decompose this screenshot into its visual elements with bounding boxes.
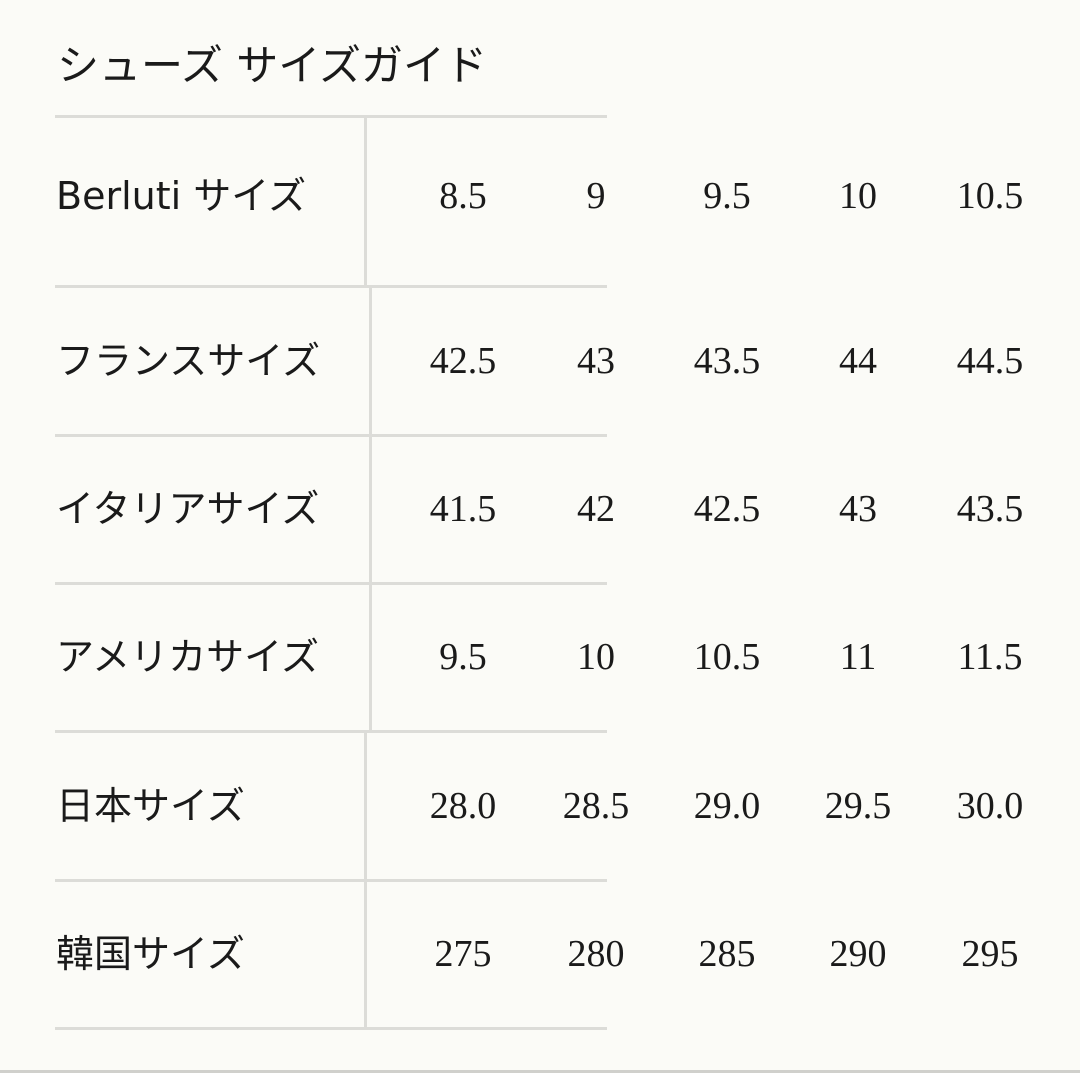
size-value: 43.5 xyxy=(693,339,761,382)
row-divider xyxy=(55,582,607,585)
size-value: 8.5 xyxy=(439,175,487,217)
size-value: 11 xyxy=(839,636,877,678)
row-divider xyxy=(55,285,607,288)
size-value: 28.5 xyxy=(562,784,630,827)
size-value: 10 xyxy=(839,175,877,217)
row-label: 日本サイズ xyxy=(56,783,245,828)
size-value: 43.5 xyxy=(956,488,1024,530)
row-divider xyxy=(55,730,607,733)
size-value: 44.5 xyxy=(956,339,1024,382)
row-label: フランスサイズ xyxy=(56,338,321,383)
size-value: 42 xyxy=(577,488,615,530)
row-divider xyxy=(55,434,607,437)
row-label: 韓国サイズ xyxy=(56,932,245,976)
size-value: 30.0 xyxy=(956,784,1024,827)
size-value: 285 xyxy=(698,933,756,975)
row-divider xyxy=(55,1027,607,1030)
column-divider xyxy=(369,584,372,730)
row-label: イタリアサイズ xyxy=(56,487,320,531)
column-divider xyxy=(369,287,372,434)
size-value: 43 xyxy=(577,339,615,382)
row-divider xyxy=(55,115,607,118)
size-value: 9 xyxy=(586,175,606,217)
column-divider xyxy=(364,732,367,879)
size-value: 10.5 xyxy=(693,636,761,678)
size-value: 43 xyxy=(839,488,877,530)
size-value: 275 xyxy=(434,933,492,975)
row-label: Berluti サイズ xyxy=(56,174,307,218)
size-value: 10 xyxy=(577,636,615,678)
column-divider xyxy=(364,117,367,285)
size-value: 42.5 xyxy=(429,339,497,382)
size-value: 9.5 xyxy=(439,636,487,678)
size-value: 9.5 xyxy=(703,175,751,217)
page-title: シューズ サイズガイド xyxy=(57,41,487,90)
size-value: 42.5 xyxy=(693,488,761,530)
row-divider xyxy=(55,879,607,882)
bottom-border xyxy=(0,1070,1080,1073)
size-value: 10.5 xyxy=(956,175,1024,217)
size-value: 44 xyxy=(839,339,877,382)
column-divider xyxy=(364,881,367,1027)
size-table: Berluti サイズ 8.5 9 9.5 10 10.5 フランスサイズ 42.5 43 43.… xyxy=(55,115,1024,1030)
size-value: 295 xyxy=(961,933,1019,975)
size-value: 11.5 xyxy=(957,636,1023,678)
size-value: 290 xyxy=(829,933,887,975)
size-value: 28.0 xyxy=(429,784,497,827)
row-label: アメリカサイズ xyxy=(56,635,319,679)
size-value: 280 xyxy=(567,933,625,975)
size-value: 29.5 xyxy=(824,784,892,827)
size-value: 41.5 xyxy=(429,488,497,530)
column-divider xyxy=(369,436,372,582)
size-value: 29.0 xyxy=(693,784,761,827)
